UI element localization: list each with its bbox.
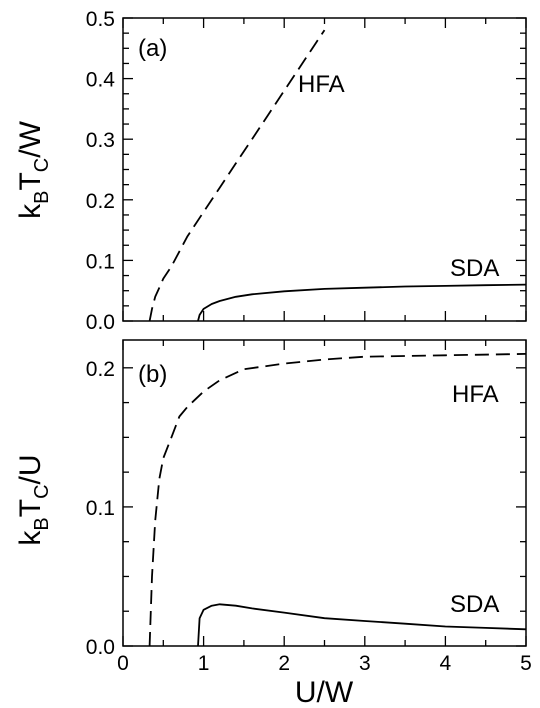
panel-a-ylabel-t: T [14,172,47,190]
panel-b-xtick-label: 1 [198,652,210,675]
panel-a-sda-label: SDA [450,255,499,282]
panel-a-ylabel-tail: /W [14,120,47,157]
panel-b-ticks: 0 1 2 3 4 5 0.0 0.1 0.2 [86,340,532,675]
panel-b-label: (b) [138,361,167,388]
panel-b-series [148,353,527,647]
panel-a-ytick-label: 0.3 [86,129,115,152]
panel-a-ylabel-k: k [14,203,47,219]
panel-a-ytick-label: 0.1 [86,250,115,273]
panel-b-ytick-label: 0.1 [86,497,115,520]
panel-b-xtick-label: 0 [117,652,129,675]
panel-a-series [148,29,527,322]
panel-b-ytick-label: 0.2 [86,358,115,381]
panel-b-ylabel-sub-b: B [31,517,53,530]
panel-b-ylabel-t: T [14,499,47,517]
panel-a-ylabel: kBTC/W [14,120,53,218]
panel-b-series-sda [197,603,527,647]
panel-b-ylabel-tail: /U [14,454,47,484]
panel-b-xtick-label: 2 [278,652,290,675]
panel-a-ytick-label: 0.4 [86,69,116,92]
panel-a-ytick-label: 0.0 [86,311,115,334]
panel-a-ytick-label: 0.2 [86,190,115,213]
panel-a: 0.0 0.1 0.2 0.3 0.4 0.5 (a) HFA SDA kBTC/W [14,8,527,334]
panel-b-series-hfa [148,353,527,647]
panel-b-hfa-label: HFA [452,381,499,408]
x-axis-label: U/W [295,676,354,708]
panel-a-series-hfa [148,29,326,322]
panel-b-ylabel: kBTC/U [14,454,53,545]
panel-b-ytick-label: 0.0 [86,636,115,659]
panel-a-hfa-label: HFA [298,71,345,98]
panel-a-label: (a) [138,35,167,62]
panel-a-ylabel-sub-c: C [31,158,53,172]
panel-a-ticks: 0.0 0.1 0.2 0.3 0.4 0.5 [86,8,527,334]
panel-b-ylabel-sub-c: C [31,484,53,498]
panel-b: 0 1 2 3 4 5 0.0 0.1 0.2 (b) HFA SDA kBTC/U [14,339,532,675]
panel-b-ylabel-k: k [14,530,47,546]
panel-b-xtick-label: 5 [520,652,532,675]
panel-a-ylabel-sub-b: B [31,191,53,204]
panel-b-xtick-label: 3 [359,652,371,675]
panel-a-series-sda [197,283,527,322]
panel-a-ytick-label: 0.5 [86,8,115,31]
panel-b-xtick-label: 4 [440,652,452,675]
panel-b-sda-label: SDA [450,591,499,618]
